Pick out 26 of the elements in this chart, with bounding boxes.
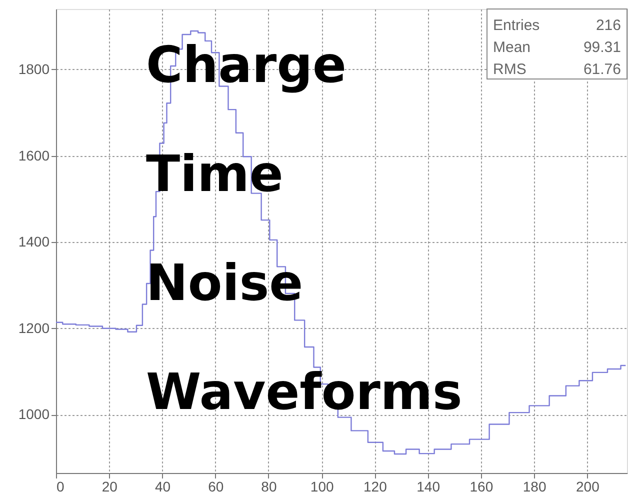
y-tick-label: 1800 [18,60,50,77]
annotation: RMS [493,61,526,78]
x-tick-label: 40 [154,478,171,494]
x-tick-label: 200 [576,478,600,494]
annotation: Charge [146,36,346,94]
y-tick-label: 1600 [18,147,50,164]
x-tick-label: 20 [102,478,118,494]
y-tick-label: 1200 [18,320,50,336]
annotation: 216 [596,17,621,34]
annotation: Entries [493,17,540,34]
x-tick-label: 140 [416,478,440,494]
x-tick-label: 80 [261,478,277,494]
x-tick-label: 160 [470,478,494,494]
annotation: 99.31 [583,39,621,56]
y-tick-label: 1000 [18,406,50,422]
y-tick-label: 1400 [18,234,50,250]
x-tick-label: 60 [208,478,224,494]
x-tick-label: 180 [522,478,546,494]
annotation: Time [146,145,284,203]
x-tick-label: 100 [310,478,334,494]
annotation: 61.76 [583,61,621,78]
annotation: Noise [146,254,304,312]
annotation: Waveforms [146,363,462,421]
x-tick-label: 0 [56,478,64,494]
annotation: Mean [493,39,531,56]
x-tick-label: 120 [364,478,388,494]
